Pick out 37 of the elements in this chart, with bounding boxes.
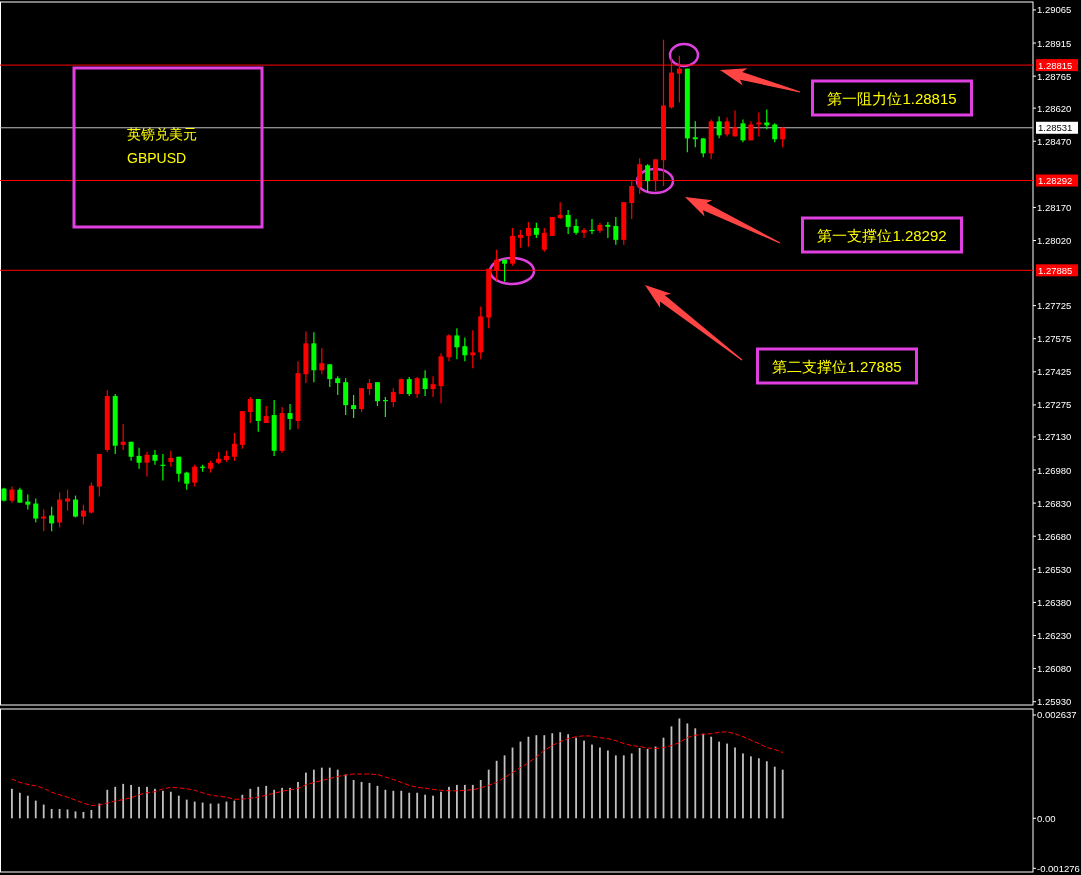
y-tick-label: 1.26830 bbox=[1037, 497, 1072, 509]
y-tick-label: 1.26230 bbox=[1037, 629, 1072, 641]
ref-line-label: 1.28815 bbox=[1038, 59, 1073, 71]
annotation: 第一支撑位1.28292 bbox=[817, 226, 947, 244]
y-tick-label: 1.26680 bbox=[1037, 530, 1072, 542]
title-box: 英镑兑美元 GBPUSD bbox=[72, 66, 264, 229]
line-series bbox=[11, 731, 784, 807]
ref-line-label: 1.28531 bbox=[1038, 122, 1073, 134]
annotation: 第二支撑位1.27885 bbox=[772, 357, 902, 375]
price-tag: 1.28815 bbox=[1036, 59, 1078, 72]
y-tick-label: 1.28470 bbox=[1037, 135, 1072, 147]
ref-line-label: 1.27885 bbox=[1038, 264, 1073, 276]
y-tick-label: 1.27425 bbox=[1037, 366, 1072, 378]
y-tick-label: 1.28020 bbox=[1037, 235, 1072, 247]
y-tick-label: 1.28170 bbox=[1037, 201, 1072, 213]
y-tick-label: 1.26980 bbox=[1037, 464, 1072, 476]
price-tag: 1.27885 bbox=[1036, 264, 1078, 277]
y-tick-label: 1.28620 bbox=[1037, 102, 1072, 114]
annotation: 第一阻力位1.28815 bbox=[811, 79, 973, 117]
y-tick-label: 1.27725 bbox=[1037, 300, 1072, 312]
annotation: 第一支撑位1.28292 bbox=[801, 216, 963, 254]
y-tick-label: -0.001276 bbox=[1037, 862, 1080, 874]
y-tick-label: 1.29065 bbox=[1037, 4, 1072, 16]
y-tick-label: 1.26380 bbox=[1037, 596, 1072, 608]
y-tick-label: 1.28915 bbox=[1037, 37, 1072, 49]
y-tick-label: 1.27275 bbox=[1037, 399, 1072, 411]
y-tick-label: 1.26080 bbox=[1037, 663, 1072, 675]
y-tick-label: 0.00 bbox=[1037, 812, 1056, 824]
annotation: 第一阻力位1.28815 bbox=[827, 89, 957, 107]
y-tick-label: 1.28765 bbox=[1037, 70, 1072, 82]
y-tick-label: 1.27130 bbox=[1037, 431, 1072, 443]
y-tick-label: 0.002637 bbox=[1037, 709, 1077, 721]
y-tick-label: 1.26530 bbox=[1037, 563, 1072, 575]
y-tick-label: 1.27575 bbox=[1037, 333, 1072, 345]
annotation: 第二支撑位1.27885 bbox=[756, 347, 918, 385]
ref-line-label: 1.28292 bbox=[1038, 175, 1073, 187]
y-tick-label: 1.25930 bbox=[1037, 696, 1072, 708]
